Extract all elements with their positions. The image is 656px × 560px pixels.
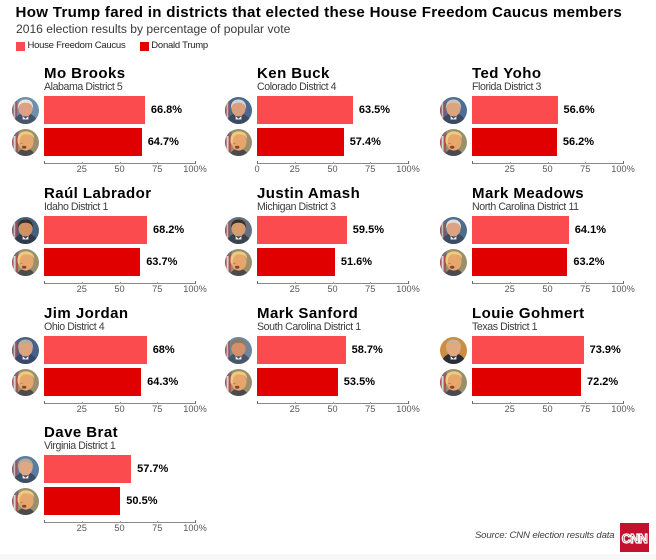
svg-text:CNN: CNN: [622, 532, 648, 546]
